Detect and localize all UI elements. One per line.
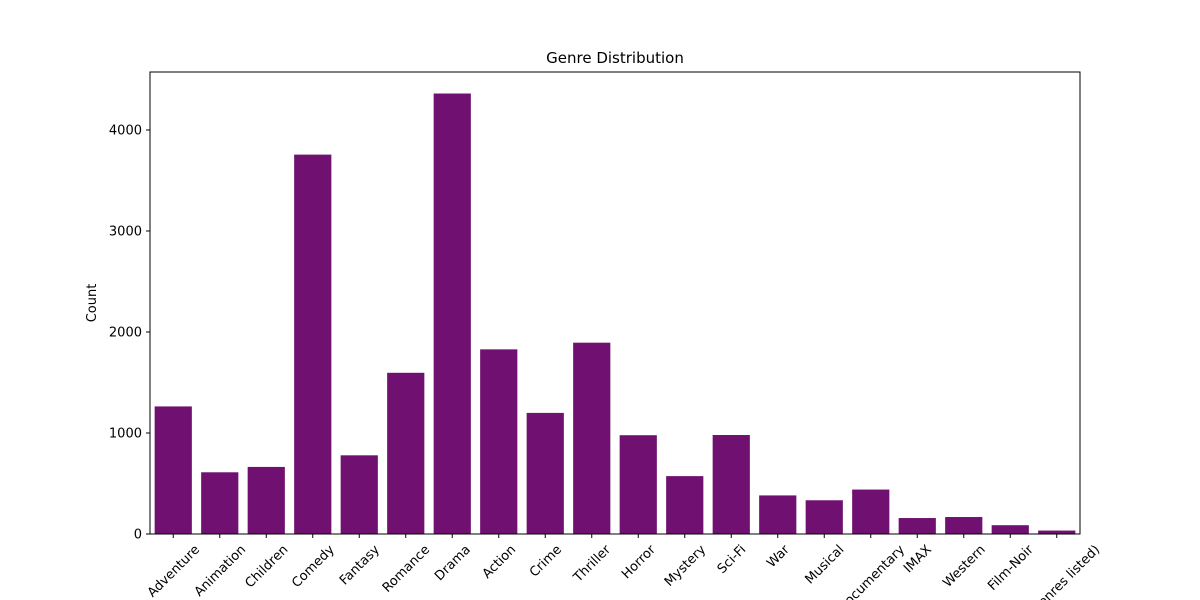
x-tick-label: Western	[940, 542, 988, 590]
x-tick-label: Documentary	[835, 542, 908, 600]
x-tick-label: Film-Noir	[985, 542, 1037, 594]
bar	[526, 412, 564, 534]
bar	[712, 435, 750, 534]
bar	[154, 406, 192, 534]
bar	[573, 342, 611, 534]
plot-frame	[149, 71, 1081, 535]
bar	[805, 500, 843, 534]
x-tick-label: Crime	[527, 542, 565, 580]
bar	[387, 372, 425, 534]
y-tick-label: 2000	[109, 325, 142, 340]
x-tick-label: IMAX	[901, 542, 935, 576]
y-tick-label: 1000	[109, 426, 142, 441]
bar	[666, 476, 704, 534]
bar	[852, 489, 890, 534]
x-tick-label: Mystery	[662, 542, 709, 589]
y-tick-label: 3000	[109, 224, 142, 239]
bar	[1038, 530, 1076, 534]
x-tick-label: Action	[480, 542, 519, 581]
chart-title: Genre Distribution	[546, 49, 684, 67]
bar	[991, 525, 1029, 534]
bar	[759, 495, 797, 534]
x-tick-label: Musical	[802, 542, 847, 587]
y-tick-label: 0	[134, 528, 142, 543]
bar	[294, 154, 332, 534]
bar	[898, 518, 936, 534]
y-axis-label: Count	[85, 284, 100, 323]
x-tick-label: Romance	[380, 542, 433, 595]
bar	[945, 517, 983, 534]
y-tick-label: 4000	[109, 123, 142, 138]
x-tick-label: Thriller	[570, 542, 614, 586]
bar	[340, 455, 378, 534]
x-tick-label: War	[764, 542, 793, 571]
x-tick-label: Sci-Fi	[715, 542, 750, 577]
bar	[201, 472, 239, 534]
bar	[480, 349, 518, 534]
x-tick-label: Drama	[432, 542, 474, 584]
bar	[247, 466, 285, 534]
x-tick-label: Fantasy	[337, 542, 383, 588]
x-tick-label: Horror	[619, 542, 659, 582]
bar	[433, 93, 471, 534]
x-tick-label: Children	[243, 542, 292, 591]
bar	[619, 435, 657, 534]
x-tick-label: Comedy	[289, 542, 338, 591]
